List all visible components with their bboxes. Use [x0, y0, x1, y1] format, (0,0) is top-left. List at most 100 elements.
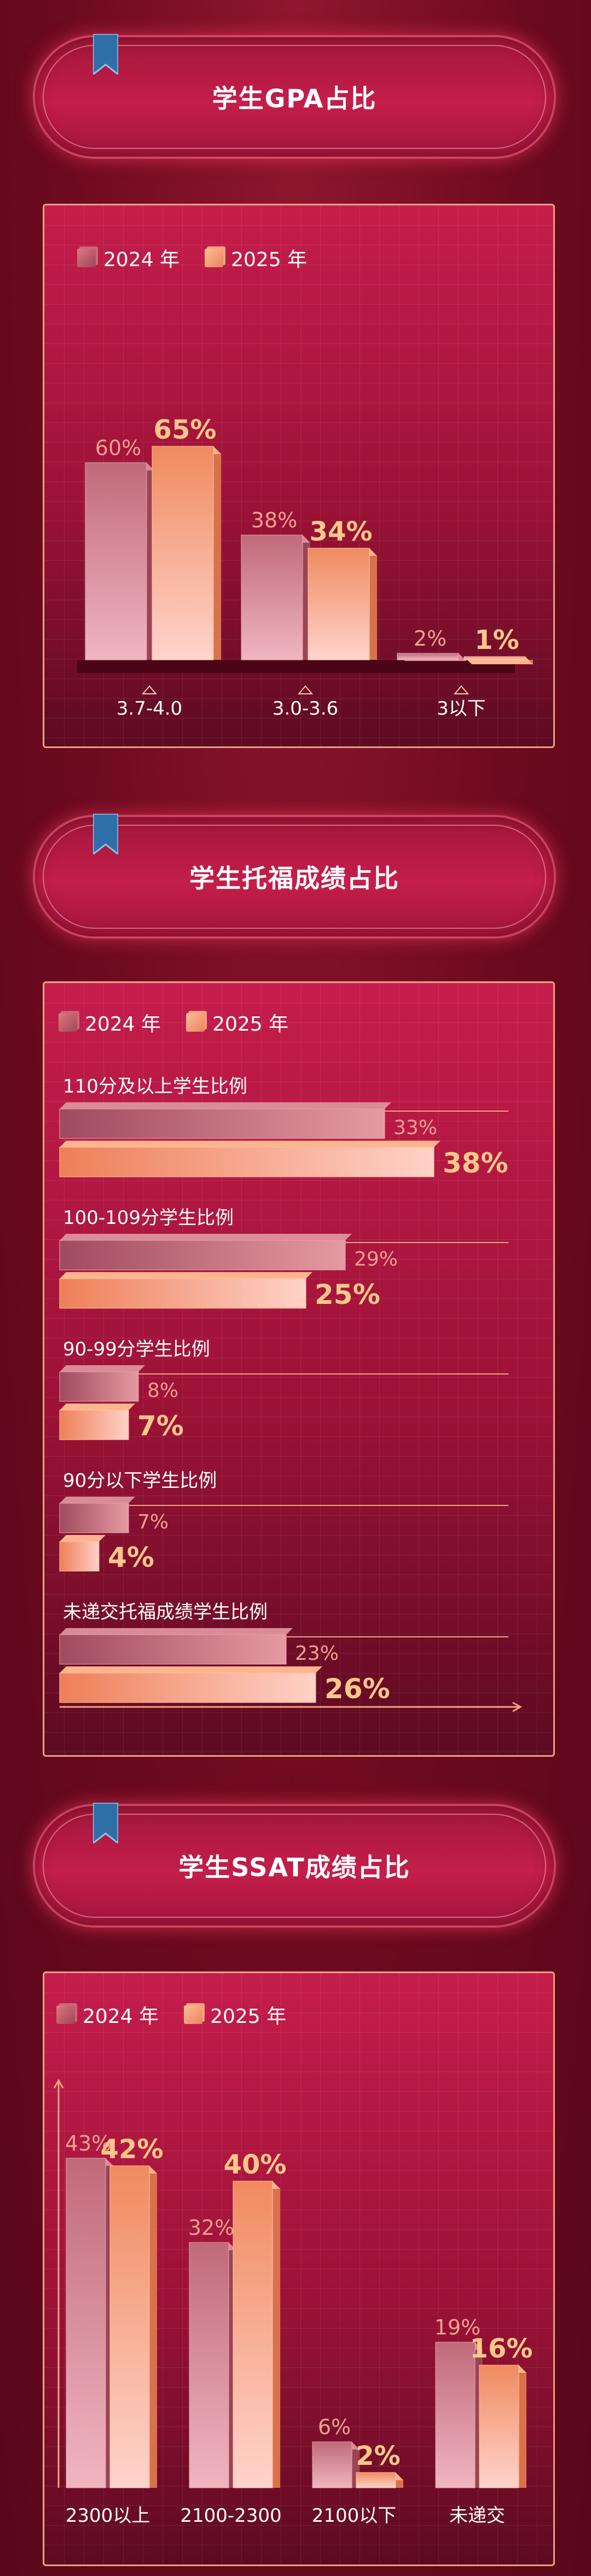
bar-2025-2 [356, 2472, 396, 2488]
bar-2025-2 [463, 656, 526, 660]
ssat-title-banner: 学生SSAT成绩占比 [35, 1806, 554, 1925]
bar-2024-2 [397, 653, 459, 660]
data-label-2025-1: 25% [315, 1279, 380, 1310]
x-tick-label-0: 2300以上 [66, 2505, 150, 2527]
bar-side-2025-3 [519, 2365, 526, 2488]
x-tick-label-3: 未递交 [449, 2505, 505, 2527]
legend-item-2025: 2025 年 [186, 1008, 288, 1037]
data-label-2024-1: 29% [354, 1248, 398, 1270]
data-label-2024-0: 60% [95, 436, 141, 460]
bar-2024-1 [59, 1240, 346, 1270]
bar-top-2025-1 [60, 1272, 312, 1279]
legend-2025-label: 2025 年 [212, 1013, 289, 1036]
bar-2024-1 [189, 2242, 229, 2488]
bar-top-2025-2 [60, 1404, 135, 1410]
bar-2025-1 [308, 548, 370, 660]
legend-item-2025: 2025 年 [184, 2000, 286, 2029]
bar-2025-3 [479, 2365, 519, 2488]
data-label-2024-0: 43% [65, 2131, 111, 2155]
chart-baseline [77, 660, 515, 673]
bar-2024-0 [59, 1108, 385, 1139]
bar-2025-1 [59, 1278, 306, 1309]
bar-2024-3 [435, 2342, 476, 2488]
data-label-2025-1: 34% [310, 516, 373, 547]
bar-side-2025-0 [149, 2166, 157, 2488]
category-label-2: 90-99分学生比例 [63, 1338, 210, 1360]
gpa-chart-panel: 2024 年 2025 年 60% 65% 3.7-4.0 38% 34% 3.0-3.6… [43, 204, 555, 748]
x-tick-label-0: 3.7-4.0 [117, 698, 182, 720]
toefl-title-banner: 学生托福成绩占比 [35, 817, 554, 936]
bar-top-2024-4 [60, 1628, 293, 1635]
bar-side-2025-0 [213, 446, 221, 660]
category-label-0: 110分及以上学生比例 [63, 1076, 247, 1097]
bar-2024-2 [312, 2441, 352, 2488]
bar-2025-2 [59, 1410, 129, 1440]
toefl-title: 学生托福成绩占比 [189, 864, 399, 893]
toefl-chart-panel: 2024 年 2025 年 110分及以上学生比例 33% 38% 100-109分学… [43, 981, 555, 1757]
gpa-legend: 2024 年 2025 年 [77, 244, 332, 272]
bar-top-2024-1 [60, 1234, 352, 1240]
data-label-2024-1: 32% [188, 2216, 234, 2240]
toefl-chart: 110分及以上学生比例 33% 38% 100-109分学生比例 29% 25% 90-99… [59, 1076, 523, 1712]
data-label-2024-2: 6% [318, 2415, 351, 2439]
data-label-2025-3: 4% [108, 1542, 154, 1573]
legend-item-2024: 2024 年 [77, 244, 179, 272]
bar-top-2025-0 [60, 1141, 441, 1147]
gpa-title-banner: 学生GPA占比 [35, 37, 554, 157]
bookmark-icon [93, 814, 118, 854]
legend-2024-icon [56, 2005, 75, 2024]
category-label-1: 100-109分学生比例 [63, 1207, 234, 1229]
bar-top-2024-2 [60, 1365, 145, 1372]
gpa-chart: 60% 65% 3.7-4.0 38% 34% 3.0-3.6 2% 1% 3以下 [77, 415, 533, 720]
data-label-2024-2: 2% [414, 626, 447, 651]
bar-2025-1 [233, 2181, 273, 2488]
bookmark-icon [93, 34, 118, 74]
legend-item-2025: 2025 年 [205, 244, 307, 272]
gpa-section: 学生GPA占比 2024 年 2025 年 60% 65% 3.7-4.0 38% 34… [0, 0, 591, 789]
bar-2024-4 [59, 1634, 287, 1665]
bar-2024-0 [66, 2158, 106, 2488]
ssat-section: 学生SSAT成绩占比 2024 年 2025 年 43% 42% 2300以上 32%… [0, 1780, 591, 2576]
x-tick-label-1: 3.0-3.6 [273, 698, 338, 720]
ssat-legend: 2024 年 2025 年 [56, 2000, 311, 2029]
data-label-2025-2: 7% [137, 1410, 184, 1442]
bar-2024-2 [59, 1371, 139, 1402]
data-label-2025-2: 2% [356, 2441, 401, 2471]
legend-2025-icon [186, 1013, 205, 1032]
bar-2024-0 [85, 462, 147, 660]
tick-marker-2 [453, 685, 470, 694]
data-label-2024-3: 7% [137, 1511, 169, 1533]
data-label-2024-4: 23% [295, 1642, 339, 1665]
ssat-chart-panel: 2024 年 2025 年 43% 42% 2300以上 32% 40% 2100-230… [43, 1971, 555, 2566]
data-label-2025-0: 38% [443, 1147, 508, 1179]
category-label-4: 未递交托福成绩学生比例 [63, 1601, 268, 1623]
legend-2025-label: 2025 年 [231, 249, 308, 271]
legend-item-2024: 2024 年 [59, 1008, 161, 1037]
gpa-title: 学生GPA占比 [212, 84, 377, 113]
data-label-2025-2: 1% [474, 625, 519, 656]
legend-2024-label: 2024 年 [83, 2005, 159, 2028]
bar-2024-3 [59, 1503, 129, 1533]
bar-2025-0 [109, 2165, 150, 2488]
bookmark-icon [93, 1803, 118, 1843]
x-tick-label-1: 2100-2300 [180, 2505, 281, 2527]
data-label-2024-3: 19% [434, 2315, 480, 2339]
bar-2024-1 [241, 534, 303, 660]
toefl-section: 学生托福成绩占比 2024 年 2025 年 110分及以上学生比例 33% 38%… [0, 789, 591, 1757]
bar-2025-0 [59, 1147, 434, 1177]
y-axis-arrow [53, 2078, 64, 2089]
data-label-2025-0: 65% [154, 415, 217, 445]
legend-2024-label: 2024 年 [85, 1013, 161, 1036]
x-tick-label-2: 3以下 [437, 698, 486, 720]
x-axis-arrow [512, 1701, 523, 1712]
bar-top-2025-3 [60, 1535, 106, 1542]
bar-2025-0 [152, 446, 214, 660]
legend-2024-label: 2024 年 [103, 249, 180, 271]
bar-top-2024-3 [60, 1497, 135, 1503]
bar-2025-4 [59, 1672, 316, 1703]
data-label-2025-0: 42% [101, 2134, 164, 2165]
legend-2025-icon [205, 249, 224, 267]
bar-side-2025-1 [273, 2181, 280, 2488]
bar-top-2024-0 [60, 1102, 391, 1109]
legend-2024-icon [59, 1013, 77, 1032]
